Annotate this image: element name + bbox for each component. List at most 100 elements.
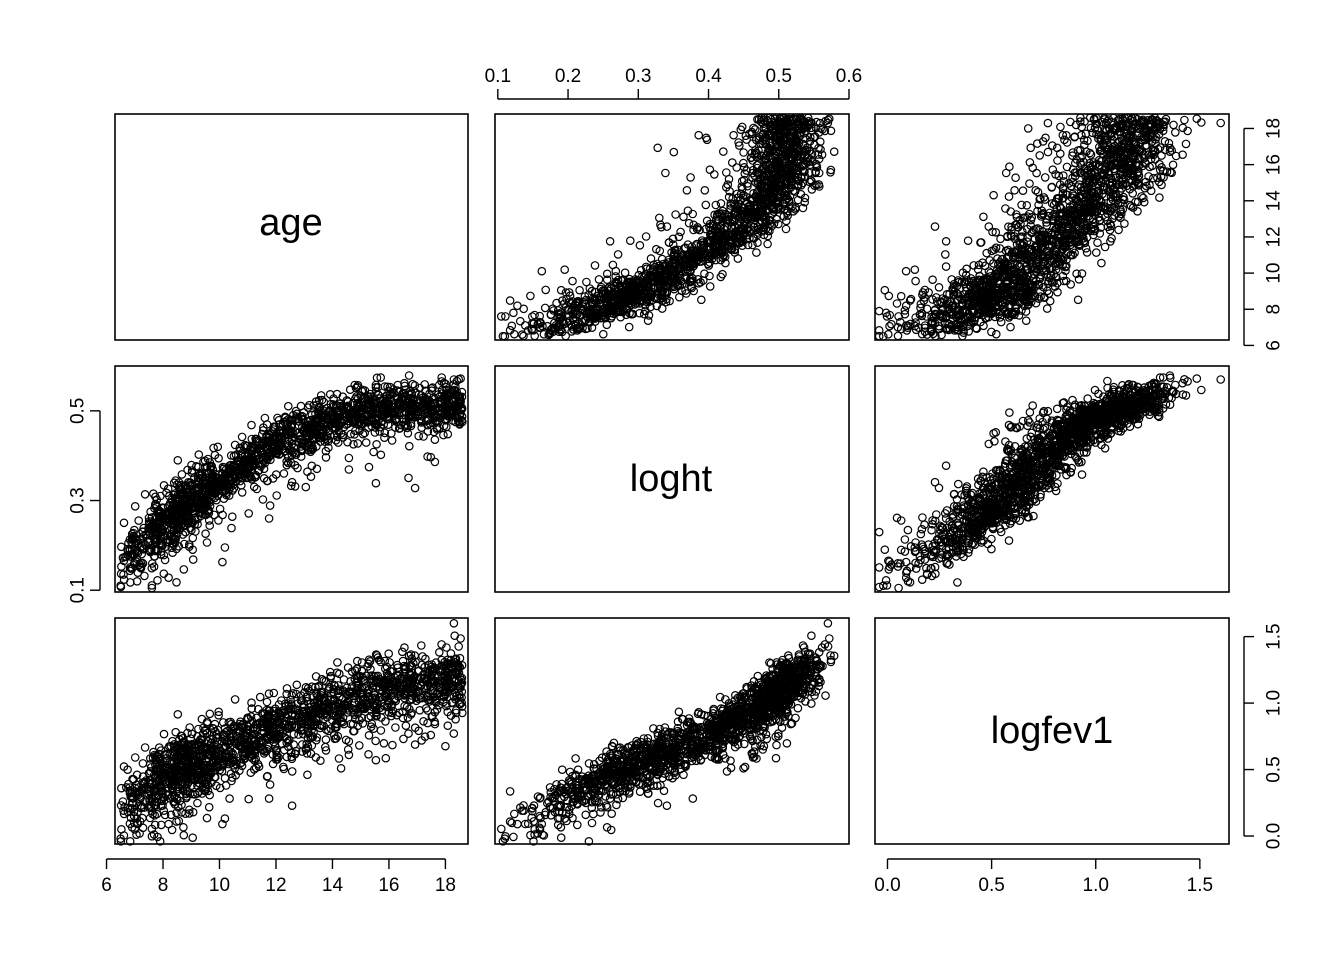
data-point [931,223,938,230]
data-point [1074,296,1081,303]
data-point [885,292,892,299]
panel-age-vs-logfev1 [876,114,1225,340]
data-point [411,484,418,491]
data-point [510,309,517,316]
tick-label: 6 [1264,340,1285,351]
data-point [1044,305,1051,312]
data-point [221,544,228,551]
data-point [898,293,905,300]
data-point [178,471,185,478]
data-point [229,513,236,520]
data-point [531,311,538,318]
tick-label: 0.1 [485,66,511,87]
tick-label: 1.5 [1264,623,1285,649]
data-point [964,237,971,244]
panel-loght-vs-age [117,372,466,592]
data-point [118,543,125,550]
data-point [886,323,893,330]
data-point [190,556,197,563]
data-point [1042,174,1049,181]
tick-label: 1.0 [1083,875,1109,896]
tick-label: 10 [209,875,230,896]
tick-label: 0.1 [68,577,89,603]
data-point [527,292,534,299]
data-point [902,268,909,275]
tick-label: 12 [265,875,286,896]
data-point [1094,239,1101,246]
tick-label: 8 [158,875,169,896]
data-point [783,217,790,224]
tick-label: 18 [435,875,456,896]
tick-label: 18 [1264,118,1285,139]
data-point [621,269,628,276]
data-point [354,440,361,447]
tick-label: 0.5 [68,398,89,424]
tick-label: 0.6 [836,66,862,87]
data-point [636,242,643,249]
axis-left-loght: 0.10.30.5 [68,398,101,604]
data-point [734,255,741,262]
tick-label: 0.5 [1264,756,1285,782]
data-point [415,432,422,439]
data-point [174,457,181,464]
variable-label-age: age [259,202,322,244]
data-point [1172,129,1179,136]
data-point [1098,259,1105,266]
data-point [614,251,621,258]
data-point [764,240,771,247]
variable-label-loght: loght [630,458,713,500]
data-point [595,276,602,283]
data-point [717,200,724,207]
tick-label: 1.0 [1264,690,1285,716]
data-point [365,463,372,470]
data-point [1149,162,1156,169]
data-point [782,225,789,232]
data-point [676,294,683,301]
axis-top-loght: 0.1 0.2 0.3 0.4 0.5 0.6 [485,66,863,99]
data-point [642,233,649,240]
data-point [1018,201,1025,208]
tick-label: 10 [1264,263,1285,284]
data-point [942,263,949,270]
variable-label-logfev1: logfev1 [991,710,1114,752]
tick-label: 0.0 [874,875,900,896]
data-point [1115,226,1122,233]
tick-label: 14 [322,875,344,896]
data-point [239,489,246,496]
data-point [942,238,949,245]
data-point [1121,220,1128,227]
data-point [1158,152,1165,159]
data-point [1012,174,1019,181]
data-point [687,174,694,181]
data-point [561,266,568,273]
tick-label: 1.5 [1187,875,1213,896]
data-point [219,558,226,565]
data-point [723,169,730,176]
data-point [683,187,690,194]
data-point [911,266,918,273]
data-point [273,492,280,499]
data-point [517,318,524,325]
data-point [609,261,616,268]
data-point [711,171,718,178]
data-point [265,515,272,522]
data-point [591,262,598,269]
data-point [238,433,245,440]
data-point [600,331,607,338]
data-point [266,502,273,509]
data-point [654,144,661,151]
tick-label: 0.5 [978,875,1004,896]
tick-label: 0.5 [766,66,792,87]
data-point [569,277,576,284]
data-point [542,286,549,293]
data-point [730,132,737,139]
axis-right-logfev1: 0.00.51.01.5 [1244,623,1285,849]
axis-bottom-age: 6 8 10 12 14 16 18 [101,859,456,896]
data-point [903,302,910,309]
data-point [1011,187,1018,194]
data-point [506,327,513,334]
data-point [141,491,148,498]
data-point [706,166,713,173]
data-point [740,149,747,156]
